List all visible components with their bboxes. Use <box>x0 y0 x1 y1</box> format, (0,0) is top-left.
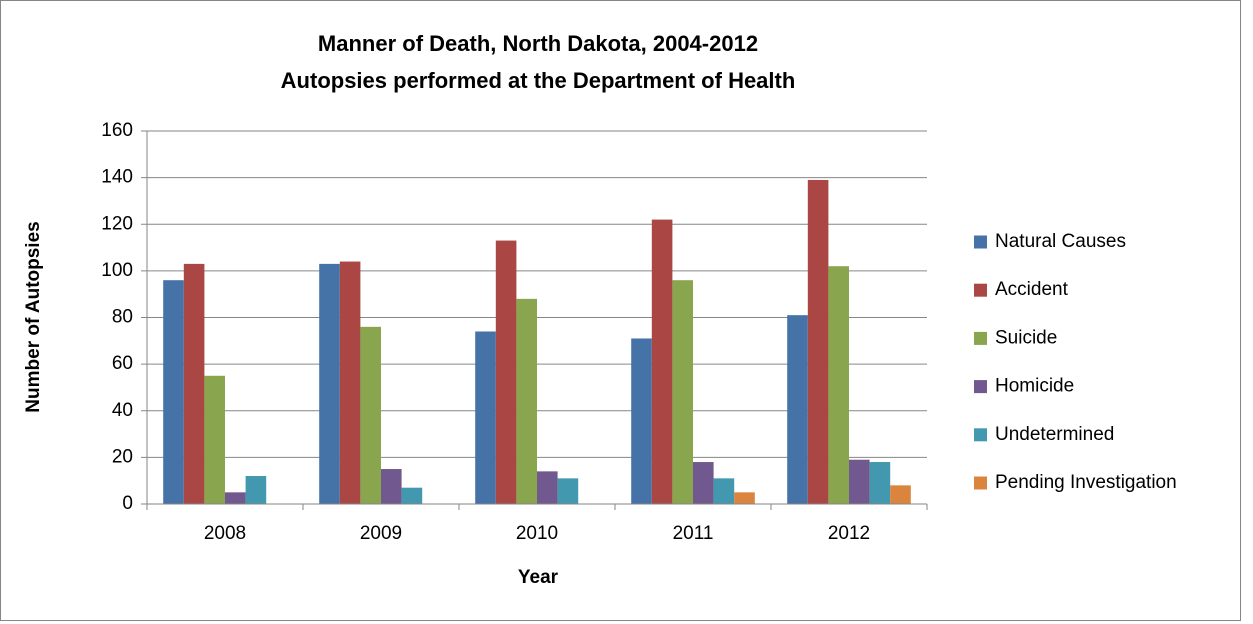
bar <box>163 280 184 504</box>
bar <box>631 338 652 504</box>
bar <box>360 326 381 504</box>
y-tick-label: 60 <box>112 353 133 374</box>
legend-swatch <box>974 235 987 249</box>
y-tick-label: 80 <box>112 307 133 328</box>
y-tick-label: 160 <box>101 120 133 141</box>
legend-swatch <box>974 476 987 490</box>
legend-label: Accident <box>995 279 1069 300</box>
y-tick-label: 20 <box>112 446 133 467</box>
y-axis-title: Number of Autopsies <box>23 221 44 412</box>
x-tick-label: 2009 <box>360 523 402 544</box>
legend-label: Pending Investigation <box>995 472 1177 493</box>
y-tick-label: 40 <box>112 400 133 421</box>
bar <box>787 315 808 504</box>
bar <box>516 298 537 504</box>
bar <box>828 266 849 504</box>
legend-label: Suicide <box>995 327 1057 348</box>
chart-title: Manner of Death, North Dakota, 2004-2012 <box>318 31 758 56</box>
x-tick-label: 2008 <box>204 523 246 544</box>
chart-title: Autopsies performed at the Department of… <box>281 68 796 93</box>
bar <box>869 462 891 504</box>
bar <box>890 485 911 504</box>
x-tick-label: 2010 <box>516 523 558 544</box>
bar <box>339 261 361 504</box>
bar <box>495 240 517 504</box>
y-tick-label: 140 <box>101 167 133 188</box>
x-tick-label: 2012 <box>828 523 870 544</box>
bar <box>475 331 496 504</box>
bar <box>204 375 225 504</box>
x-axis-title: Year <box>518 567 559 588</box>
y-tick-label: 120 <box>101 213 133 234</box>
legend-swatch <box>974 428 987 442</box>
legend-label: Natural Causes <box>995 231 1126 252</box>
bar <box>557 478 579 504</box>
bar <box>849 459 870 504</box>
bar <box>245 476 267 504</box>
legend-label: Undetermined <box>995 424 1114 445</box>
legend-swatch <box>974 283 987 297</box>
bar <box>734 492 755 504</box>
bar <box>319 263 340 504</box>
bar <box>537 471 558 504</box>
legend-label: Homicide <box>995 376 1074 397</box>
bar <box>693 462 714 504</box>
bar <box>807 179 829 505</box>
bar <box>672 280 693 504</box>
legend-swatch <box>974 331 987 345</box>
bar <box>713 478 735 504</box>
x-tick-label: 2011 <box>673 523 714 544</box>
bar <box>401 487 423 504</box>
y-tick-label: 0 <box>122 493 133 514</box>
legend-swatch <box>974 380 987 394</box>
bar <box>225 492 246 504</box>
bar <box>183 263 205 504</box>
y-tick-label: 100 <box>101 260 133 281</box>
bar <box>381 469 402 504</box>
bar <box>651 219 673 504</box>
